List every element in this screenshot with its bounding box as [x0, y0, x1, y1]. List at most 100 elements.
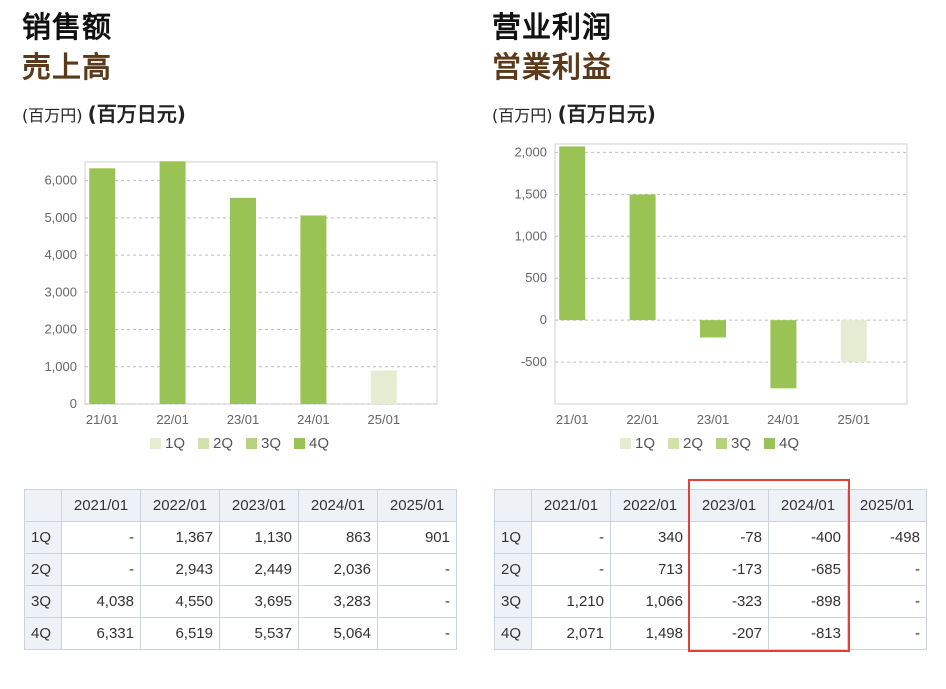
table-row-header: 3Q	[24, 585, 62, 618]
table-row: 2Q -713 -173 -685-	[494, 553, 927, 586]
legend-label-2Q: 2Q	[683, 435, 703, 452]
y-tick-label: 1,000	[514, 228, 547, 243]
sales-table: 2021/01 2022/01 2023/01 2024/01 2025/01 1Q -1,…	[24, 489, 457, 650]
y-tick-label: 5,000	[44, 210, 77, 225]
table-cell: 3,283	[298, 585, 378, 618]
table-cell: -898	[768, 585, 848, 618]
op-profit-unit-cn: (百万円)	[492, 106, 553, 125]
table-column-header: 2024/01	[298, 489, 378, 522]
bar-4Q-23-01	[700, 320, 726, 338]
legend-swatch-2Q	[668, 438, 679, 449]
bar-4Q-23-01	[230, 197, 256, 404]
x-tick-label: 24/01	[297, 412, 330, 427]
legend-label-4Q: 4Q	[779, 435, 799, 452]
x-tick-label: 22/01	[626, 412, 659, 427]
table-cell: 1,367	[140, 521, 220, 554]
table-row-header: 4Q	[494, 617, 532, 650]
table-cell: 2,449	[219, 553, 299, 586]
legend-swatch-1Q	[150, 438, 161, 449]
bar-4Q-24-01	[300, 215, 327, 404]
legend-swatch-4Q	[294, 438, 305, 449]
table-cell: 1,066	[610, 585, 690, 618]
legend-label-1Q: 1Q	[635, 435, 655, 452]
table-row: 2Q -2,943 2,449 2,036-	[24, 553, 457, 586]
table-column-header: 2021/01	[531, 489, 611, 522]
y-tick-label: 4,000	[44, 247, 77, 262]
sales-unit: (百万円) (百万日元)	[22, 98, 186, 127]
table-cell: 901	[377, 521, 457, 554]
table-row: 3Q 1,210 1,066 -323 -898-	[494, 585, 927, 618]
table-cell: -	[377, 553, 457, 586]
table-corner	[494, 489, 532, 522]
legend-label-4Q: 4Q	[309, 435, 329, 452]
table-cell: 6,331	[61, 617, 141, 650]
op-profit-title-jp: 営業利益	[492, 50, 613, 84]
plot-area	[554, 143, 908, 405]
op-profit-unit-jp: (百万日元)	[557, 102, 656, 126]
op-profit-panel: 营业利润 営業利益 (百万円) (百万日元) 2,000 1,500 1,000 50…	[470, 0, 930, 689]
legend-label-3Q: 3Q	[731, 435, 751, 452]
y-tick-label: 1,000	[44, 359, 77, 374]
table-cell: 2,943	[140, 553, 220, 586]
table-column-header: 2024/01	[768, 489, 848, 522]
table-cell: -	[847, 553, 927, 586]
bar-4Q-21-01	[89, 168, 116, 404]
table-cell: -498	[847, 521, 927, 554]
table-cell: 5,537	[219, 617, 299, 650]
sales-title-jp: 売上高	[22, 50, 113, 84]
table-row: 1Q -340 -78 -400 -498	[494, 521, 927, 554]
op-profit-title-cn: 营业利润	[492, 10, 613, 44]
legend-label-3Q: 3Q	[261, 435, 281, 452]
table-cell: -78	[689, 521, 769, 554]
sales-unit-cn: (百万円)	[22, 106, 83, 125]
table-row: 4Q 6,331 6,519 5,537 5,064-	[24, 617, 457, 650]
y-tick-label: -500	[521, 354, 547, 369]
legend-swatch-2Q	[198, 438, 209, 449]
table-cell: -323	[689, 585, 769, 618]
y-tick-label: 0	[70, 396, 77, 411]
bar-4Q-24-01	[770, 320, 797, 389]
table-cell: -	[377, 585, 457, 618]
table-row-header: 4Q	[24, 617, 62, 650]
table-cell: 1,498	[610, 617, 690, 650]
table-row: 1Q -1,367 1,130 863 901	[24, 521, 457, 554]
table-cell: 6,519	[140, 617, 220, 650]
table-cell: 4,550	[140, 585, 220, 618]
op-profit-table: 2021/01 2022/01 2023/01 2024/01 2025/01 1Q -34…	[494, 489, 927, 650]
table-cell: 4,038	[61, 585, 141, 618]
table-cell: 2,036	[298, 553, 378, 586]
sales-chart: 6,000 5,000 4,000 3,000 2,000 1,000 0 21/01 22/0…	[44, 161, 438, 452]
table-header-row: 2021/01 2022/01 2023/01 2024/01 2025/01	[24, 489, 457, 522]
x-tick-label: 21/01	[86, 412, 119, 427]
table-row-header: 2Q	[24, 553, 62, 586]
bar-4Q-22-01	[629, 194, 656, 321]
x-tick-label: 25/01	[838, 412, 871, 427]
table-row: 4Q 2,071 1,498 -207 -813-	[494, 617, 927, 650]
table-cell: -	[377, 617, 457, 650]
sales-unit-jp: (百万日元)	[87, 102, 186, 126]
bar-4Q-21-01	[559, 146, 586, 321]
table-row-header: 1Q	[24, 521, 62, 554]
legend-label-2Q: 2Q	[213, 435, 233, 452]
table-cell: 2,071	[531, 617, 611, 650]
y-tick-label: 2,000	[514, 144, 547, 159]
table-cell: -	[531, 553, 611, 586]
table-row-header: 2Q	[494, 553, 532, 586]
table-column-header: 2022/01	[610, 489, 690, 522]
table-cell: 3,695	[219, 585, 299, 618]
table-row-header: 1Q	[494, 521, 532, 554]
legend-swatch-1Q	[620, 438, 631, 449]
table-column-header: 2023/01	[219, 489, 299, 522]
table-cell: 1,210	[531, 585, 611, 618]
table-corner	[24, 489, 62, 522]
y-tick-label: 0	[540, 312, 547, 327]
table-row-header: 3Q	[494, 585, 532, 618]
table-cell: -	[61, 521, 141, 554]
table-column-header: 2021/01	[61, 489, 141, 522]
table-cell: 1,130	[219, 521, 299, 554]
op-profit-unit: (百万円) (百万日元)	[492, 98, 656, 127]
table-cell: -813	[768, 617, 848, 650]
bar-4Q-22-01	[159, 161, 186, 404]
table-cell: -	[847, 617, 927, 650]
op-profit-chart: 2,000 1,500 1,000 500 0 -500 21/01 22/01 23/01 24…	[514, 143, 908, 452]
